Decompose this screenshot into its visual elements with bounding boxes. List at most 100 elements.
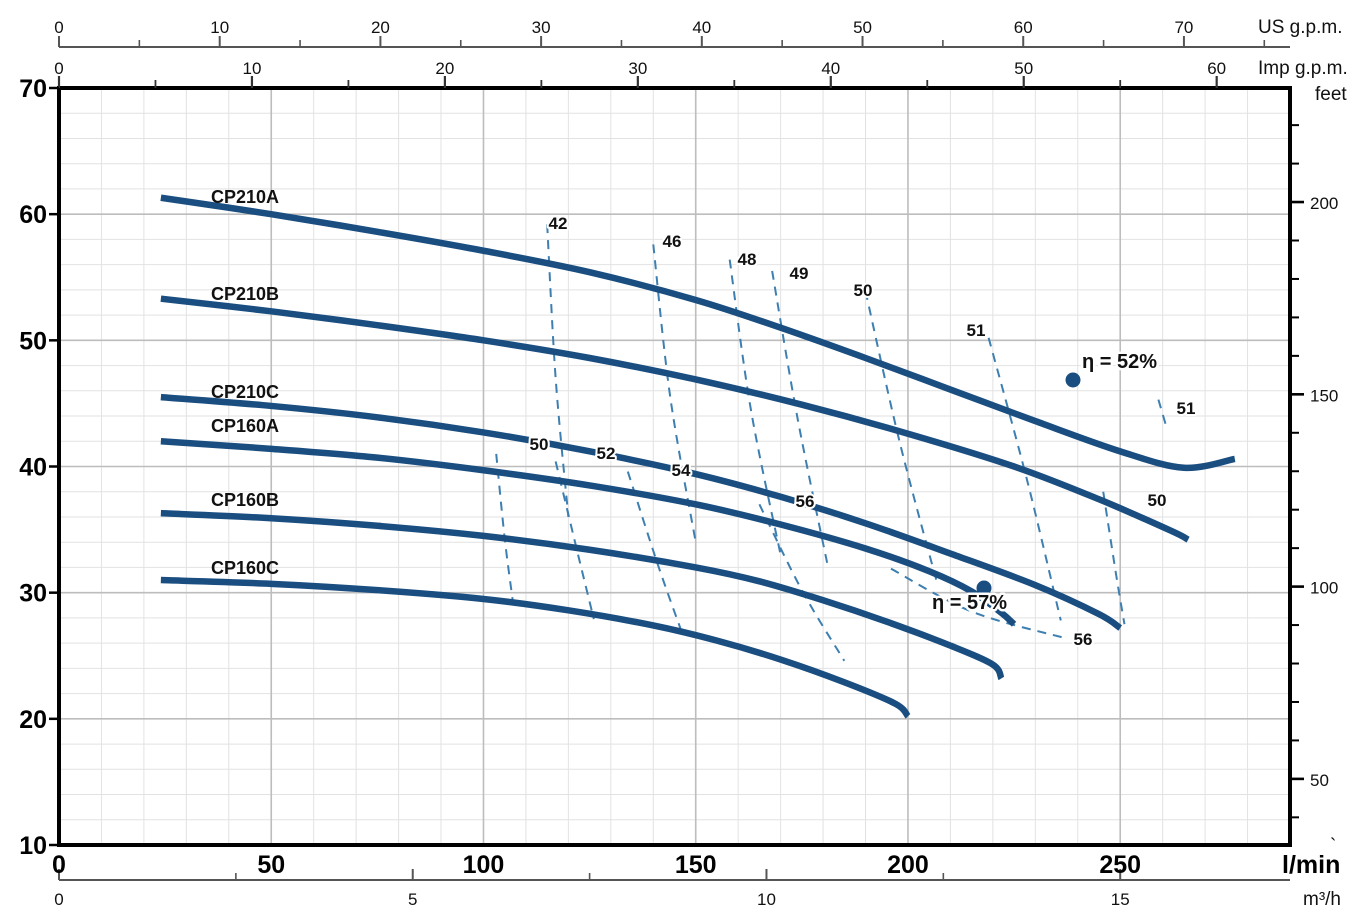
tick-label-head-m: 40 bbox=[19, 454, 47, 482]
tick-label-m3h: 10 bbox=[757, 890, 776, 909]
head-curve-cp210b bbox=[160, 295, 1190, 543]
tick-label-m3h: 15 bbox=[1111, 890, 1130, 909]
efficiency-label-halo: 50 bbox=[530, 435, 549, 454]
series-label: CP160C bbox=[211, 558, 279, 578]
efficiency-label: 50 bbox=[530, 435, 549, 454]
axis-left-ticks bbox=[49, 86, 59, 847]
efficiency-curve bbox=[864, 290, 939, 586]
tick-label-head-m: 60 bbox=[19, 201, 47, 229]
series-label: CP160A bbox=[211, 416, 279, 436]
tick-label-us-gpm: 40 bbox=[692, 18, 711, 37]
series-label: CP210C bbox=[211, 382, 279, 402]
tick-label-head-m: 10 bbox=[19, 832, 47, 860]
efficiency-label: 56 bbox=[796, 492, 815, 511]
pump-head-curves bbox=[160, 194, 1236, 719]
corner-tick-mark: ` bbox=[1330, 836, 1336, 857]
efficiency-curve bbox=[652, 244, 697, 543]
efficiency-curve bbox=[890, 567, 1066, 640]
efficiency-curve bbox=[987, 337, 1062, 621]
tick-label-us-gpm: 50 bbox=[853, 18, 872, 37]
head-curve-cp210a bbox=[160, 194, 1236, 472]
tick-label-imp-gpm: 30 bbox=[628, 59, 647, 78]
duty-label-halo: η = 57% bbox=[932, 592, 1007, 614]
efficiency-label: 50 bbox=[1148, 491, 1167, 510]
series-label: CP210A bbox=[211, 187, 279, 207]
tick-label-head-m: 30 bbox=[19, 580, 47, 608]
efficiency-label: 51 bbox=[967, 321, 986, 340]
tick-label-head-m: 70 bbox=[19, 75, 47, 103]
head-curve-cp160b bbox=[160, 509, 1005, 681]
tick-label-lmin: 200 bbox=[887, 851, 929, 879]
tick-label-imp-gpm: 40 bbox=[821, 59, 840, 78]
efficiency-curve bbox=[771, 270, 829, 564]
unit-label-feet: feet bbox=[1315, 84, 1347, 105]
axis-unit-labels: US g.p.m. Imp g.p.m. feet l/min m³/h ` bbox=[1258, 17, 1348, 910]
tick-label-imp-gpm: 10 bbox=[242, 59, 261, 78]
duty-label: η = 52% bbox=[1082, 351, 1157, 373]
tick-label-us-gpm: 30 bbox=[532, 18, 551, 37]
tick-label-lmin: 100 bbox=[463, 851, 505, 879]
tick-label-us-gpm: 0 bbox=[54, 18, 63, 37]
tick-label-head-feet: 50 bbox=[1310, 771, 1329, 790]
efficiency-label-halo: 49 bbox=[790, 264, 809, 283]
efficiency-label-halo: 54 bbox=[672, 461, 691, 480]
tick-label-lmin: 250 bbox=[1099, 851, 1141, 879]
axis-right-ticks bbox=[1290, 124, 1304, 819]
efficiency-curve bbox=[1102, 491, 1126, 625]
duty-label: η = 57% bbox=[932, 592, 1007, 614]
efficiency-label-halo: 56 bbox=[796, 492, 815, 511]
tick-label-imp-gpm: 60 bbox=[1207, 59, 1226, 78]
tick-label-us-gpm: 70 bbox=[1174, 18, 1193, 37]
axis-top-us-gpm bbox=[58, 36, 1290, 48]
efficiency-label-halo: 51 bbox=[967, 321, 986, 340]
efficiency-label-halo: 46 bbox=[663, 232, 682, 251]
duty-point-dot bbox=[976, 580, 992, 596]
efficiency-label: 56 bbox=[1074, 630, 1093, 649]
efficiency-label-halo: 51 bbox=[1177, 399, 1196, 418]
tick-label-m3h: 0 bbox=[54, 890, 63, 909]
duty-point-labels: η = 52%η = 52%η = 57%η = 57% bbox=[930, 349, 1160, 617]
duty-label-halo: η = 52% bbox=[1082, 351, 1157, 373]
efficiency-label-halo: 52 bbox=[597, 444, 616, 463]
head-curve-cp160c bbox=[160, 576, 911, 719]
tick-label-imp-gpm: 50 bbox=[1014, 59, 1033, 78]
efficiency-label: 42 bbox=[549, 214, 568, 233]
series-label: CP210B bbox=[211, 284, 279, 304]
tick-label-us-gpm: 10 bbox=[210, 18, 229, 37]
tick-label-imp-gpm: 0 bbox=[54, 59, 63, 78]
tick-label-head-feet: 100 bbox=[1310, 579, 1338, 598]
efficiency-label: 50 bbox=[854, 281, 873, 300]
tick-label-lmin: 0 bbox=[52, 851, 66, 879]
efficiency-curve bbox=[1157, 399, 1168, 429]
grid-minor-horizontal bbox=[59, 112, 1290, 821]
efficiency-label-halo: 56 bbox=[1074, 630, 1093, 649]
unit-label-m3h: m³/h bbox=[1303, 889, 1341, 910]
unit-label-lmin: l/min bbox=[1282, 851, 1340, 879]
unit-label-imp-gpm: Imp g.p.m. bbox=[1258, 58, 1348, 79]
efficiency-label: 46 bbox=[663, 232, 682, 251]
tick-label-head-feet: 150 bbox=[1310, 386, 1338, 405]
series-name-labels: CP210A CP210B CP210C CP160A CP160B CP160C bbox=[211, 187, 279, 578]
duty-point-dot bbox=[1065, 372, 1081, 388]
series-label: CP160B bbox=[211, 490, 279, 510]
tick-label-us-gpm: 60 bbox=[1014, 18, 1033, 37]
efficiency-label-halo: 50 bbox=[854, 281, 873, 300]
axis-tick-labels: 0 10 20 30 40 50 60 700 10 20 30 40 50 60102030405060… bbox=[19, 18, 1338, 909]
efficiency-label: 51 bbox=[1177, 399, 1196, 418]
unit-label-us-gpm: US g.p.m. bbox=[1258, 17, 1342, 38]
tick-label-head-m: 50 bbox=[19, 327, 47, 355]
head-curve-cp160a bbox=[160, 438, 1017, 627]
tick-label-us-gpm: 20 bbox=[371, 18, 390, 37]
efficiency-label-halo: 42 bbox=[549, 214, 568, 233]
efficiency-label: 49 bbox=[790, 264, 809, 283]
efficiency-label: 52 bbox=[597, 444, 616, 463]
tick-label-head-m: 20 bbox=[19, 706, 47, 734]
head-curve-cp210c bbox=[160, 393, 1123, 631]
efficiency-label-halo: 48 bbox=[738, 250, 757, 269]
efficiency-label-halo: 50 bbox=[1148, 491, 1167, 510]
tick-label-head-feet: 200 bbox=[1310, 194, 1338, 213]
tick-label-lmin: 150 bbox=[675, 851, 717, 879]
